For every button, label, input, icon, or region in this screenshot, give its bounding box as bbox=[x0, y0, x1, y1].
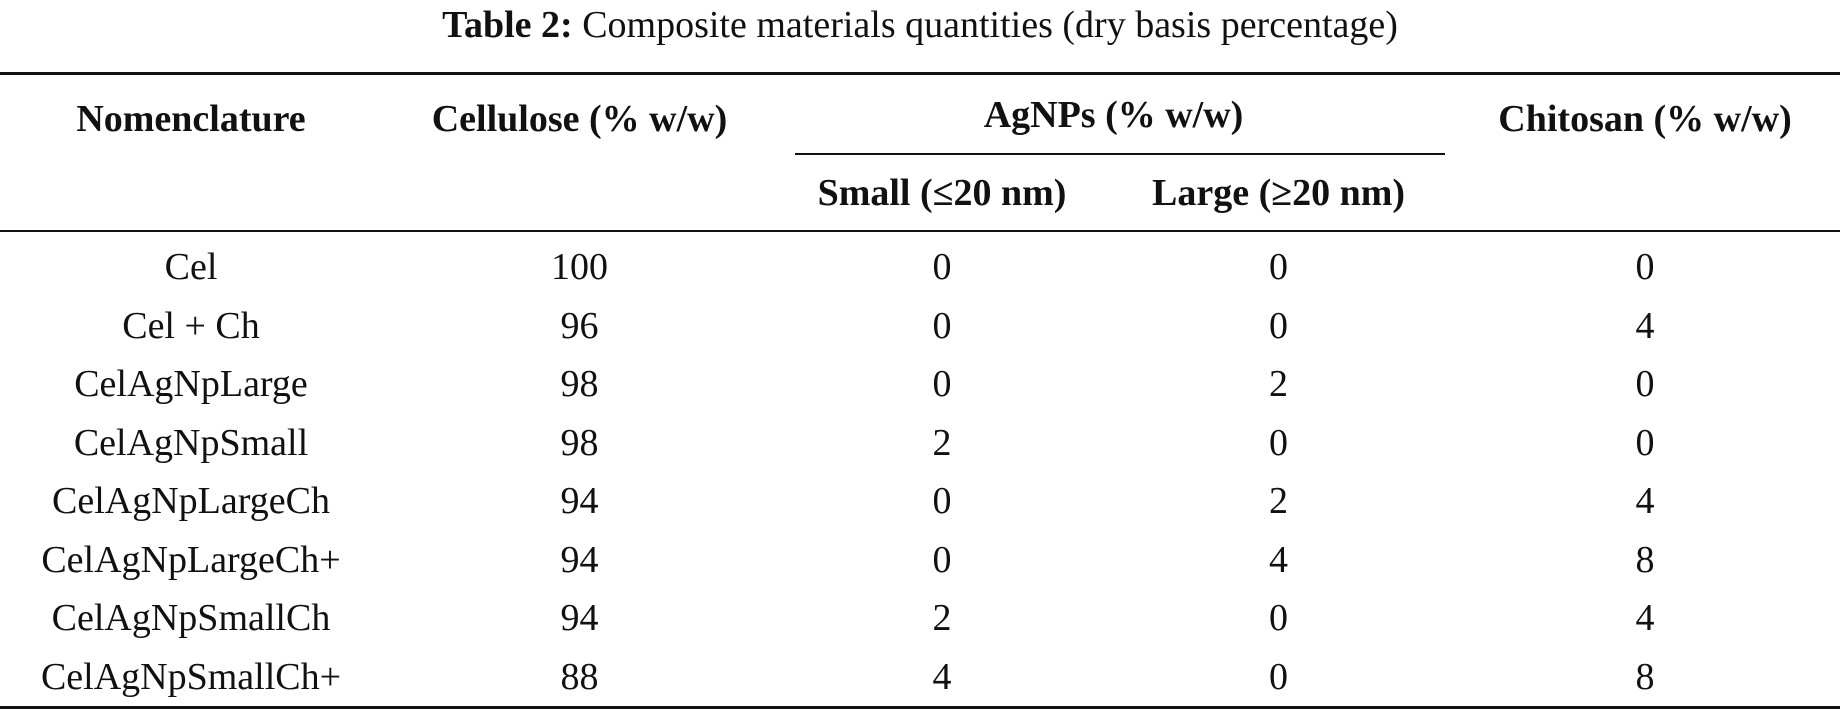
cell-cellulose: 94 bbox=[560, 597, 599, 640]
cell-large: 2 bbox=[1269, 480, 1288, 523]
cell-small: 0 bbox=[932, 480, 952, 523]
table-row: Cel + Ch 96 0 0 4 bbox=[0, 297, 1840, 356]
cell-cellulose: 98 bbox=[560, 363, 599, 406]
header-cellulose: Cellulose (% w/w) bbox=[382, 72, 777, 232]
header-chitosan: Chitosan (% w/w) bbox=[1450, 72, 1840, 232]
cell-nomenclature: CelAgNpSmallCh bbox=[51, 597, 331, 640]
cell-small: 0 bbox=[932, 363, 952, 406]
cell-nomenclature: CelAgNpLargeCh bbox=[52, 480, 330, 523]
cell-chitosan: 4 bbox=[1635, 304, 1655, 347]
cell-cellulose: 100 bbox=[551, 246, 608, 289]
table-row: CelAgNpLarge 98 0 2 0 bbox=[0, 355, 1840, 414]
composite-materials-table: Nomenclature Cellulose (% w/w) AgNPs (% … bbox=[0, 72, 1840, 709]
cell-small: 0 bbox=[932, 538, 952, 581]
cell-chitosan: 8 bbox=[1635, 538, 1655, 581]
cell-large: 0 bbox=[1269, 246, 1288, 289]
header-large: Large (≥20 nm) bbox=[1107, 155, 1451, 232]
cell-chitosan: 8 bbox=[1450, 647, 1840, 709]
table-row: CelAgNpLargeCh+ 94 0 4 8 bbox=[0, 531, 1840, 590]
cell-cellulose: 98 bbox=[560, 421, 599, 464]
group-underline bbox=[795, 153, 1446, 155]
caption-text: Composite materials quantities (dry basi… bbox=[582, 4, 1398, 46]
cell-small: 0 bbox=[932, 304, 952, 347]
table-row: Cel 100 0 0 0 bbox=[0, 231, 1840, 297]
cell-nomenclature: CelAgNpLarge bbox=[74, 363, 308, 406]
cell-nomenclature: Cel bbox=[164, 246, 218, 289]
table-caption: Table 2: Composite materials quantities … bbox=[0, 0, 1840, 50]
cell-large: 0 bbox=[1107, 647, 1451, 709]
cell-large: 2 bbox=[1269, 363, 1288, 406]
cell-small: 2 bbox=[932, 597, 952, 640]
cell-chitosan: 0 bbox=[1635, 363, 1655, 406]
cell-nomenclature: CelAgNpSmallCh+ bbox=[0, 647, 382, 709]
cell-nomenclature: CelAgNpLargeCh+ bbox=[41, 538, 341, 581]
header-small: Small (≤20 nm) bbox=[777, 155, 1107, 232]
cell-large: 0 bbox=[1269, 304, 1288, 347]
caption-label: Table 2: bbox=[442, 4, 573, 46]
cell-chitosan: 0 bbox=[1635, 421, 1655, 464]
cell-chitosan: 4 bbox=[1635, 597, 1655, 640]
header-agnps-group: AgNPs (% w/w) bbox=[777, 72, 1451, 155]
cell-large: 4 bbox=[1269, 538, 1288, 581]
cell-small: 0 bbox=[932, 246, 952, 289]
table-row: CelAgNpSmallCh+ 88 4 0 8 bbox=[0, 647, 1840, 709]
cell-cellulose: 96 bbox=[560, 304, 599, 347]
table-row: CelAgNpLargeCh 94 0 2 4 bbox=[0, 472, 1840, 531]
cell-nomenclature: Cel + Ch bbox=[122, 304, 260, 347]
table-row: CelAgNpSmallCh 94 2 0 4 bbox=[0, 589, 1840, 648]
cell-large: 0 bbox=[1269, 597, 1288, 640]
table-row: CelAgNpSmall 98 2 0 0 bbox=[0, 414, 1840, 473]
header-nomenclature: Nomenclature bbox=[0, 72, 382, 232]
cell-large: 0 bbox=[1269, 421, 1288, 464]
table-body: Cel 100 0 0 0 Cel + Ch 96 0 0 4 CelAgNpL… bbox=[0, 231, 1840, 709]
cell-small: 2 bbox=[932, 421, 952, 464]
cell-small: 4 bbox=[777, 647, 1107, 709]
cell-nomenclature: CelAgNpSmall bbox=[73, 421, 309, 464]
header-agnps: AgNPs (% w/w) bbox=[983, 94, 1244, 136]
cell-cellulose: 88 bbox=[382, 647, 777, 709]
cell-cellulose: 94 bbox=[560, 538, 599, 581]
cell-chitosan: 4 bbox=[1635, 480, 1655, 523]
cell-cellulose: 94 bbox=[560, 480, 599, 523]
cell-chitosan: 0 bbox=[1635, 246, 1655, 289]
